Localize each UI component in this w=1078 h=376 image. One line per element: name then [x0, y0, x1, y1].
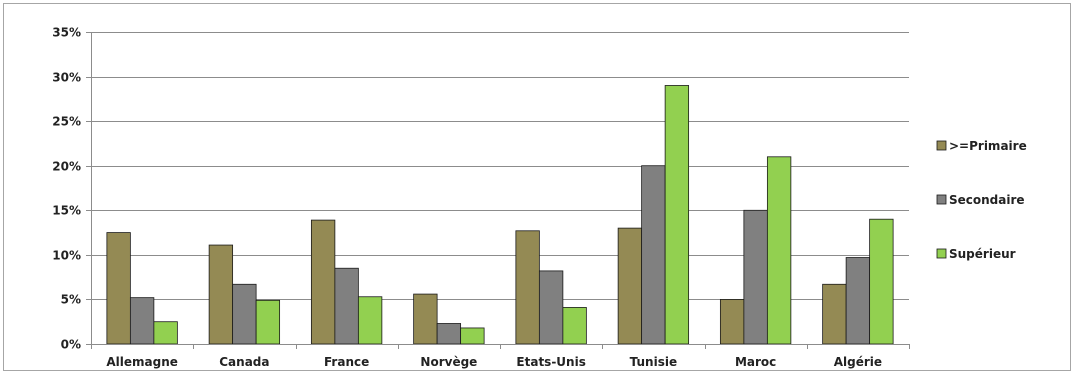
bar	[153, 321, 178, 345]
bar	[538, 270, 564, 345]
bar	[617, 227, 643, 345]
y-tick-label: 35%	[52, 26, 81, 40]
x-tick-label: Tunisie	[630, 355, 677, 369]
bar	[106, 232, 131, 345]
bar	[743, 209, 768, 345]
bar	[515, 230, 540, 345]
bar	[208, 244, 234, 345]
legend-swatch	[936, 194, 947, 205]
bar	[255, 299, 281, 345]
bar	[460, 327, 485, 345]
bar	[436, 323, 462, 345]
bar	[664, 85, 690, 345]
legend-label: >=Primaire	[949, 139, 1027, 153]
bar	[129, 297, 155, 345]
y-tick-label: 0%	[61, 338, 81, 352]
legend-label: Secondaire	[949, 193, 1025, 207]
y-tick-label: 25%	[52, 115, 81, 129]
bar	[310, 219, 336, 345]
y-tick-label: 10%	[52, 249, 81, 263]
bar	[562, 307, 587, 345]
bar	[719, 299, 745, 345]
legend-swatch	[936, 140, 947, 151]
bar	[822, 283, 847, 345]
x-axis-ticks: Allemagne Canada France Norvège Etats-Unis Tu…	[106, 344, 910, 369]
bar	[641, 165, 666, 345]
x-tick-label: Norvège	[420, 355, 477, 369]
y-tick-label: 30%	[52, 71, 81, 85]
y-tick-label: 15%	[52, 204, 81, 218]
y-tick-label: 20%	[52, 160, 81, 174]
bar	[232, 283, 257, 345]
bar	[845, 257, 871, 345]
x-tick-label: Allemagne	[106, 355, 178, 369]
bar	[334, 267, 359, 345]
x-tick-label: Algérie	[834, 355, 882, 369]
bar	[766, 156, 792, 345]
x-tick-label: Maroc	[735, 355, 776, 369]
bar	[357, 296, 383, 345]
bar	[413, 293, 438, 345]
legend: >=Primaire Secondaire Supérieur	[936, 139, 1027, 261]
y-axis-ticks: 0% 5% 10% 15% 20% 25% 30% 35%	[52, 26, 91, 352]
legend-label: Supérieur	[949, 247, 1016, 261]
bar	[869, 218, 894, 345]
bars	[106, 85, 894, 345]
y-tick-label: 5%	[61, 293, 81, 307]
x-tick-label: Canada	[219, 355, 269, 369]
legend-swatch	[936, 248, 947, 259]
x-tick-label: France	[324, 355, 369, 369]
x-tick-label: Etats-Unis	[516, 355, 585, 369]
